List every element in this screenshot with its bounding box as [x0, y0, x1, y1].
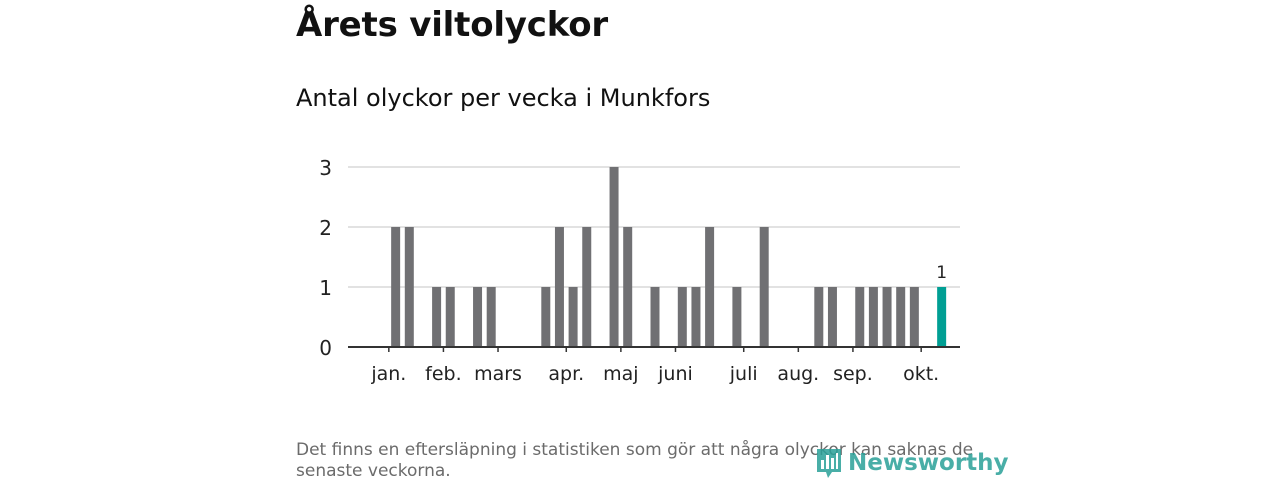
- bar: [814, 287, 824, 347]
- bar: [868, 287, 878, 347]
- bars: [391, 167, 947, 347]
- bar: [705, 227, 715, 347]
- gridlines: [348, 166, 960, 288]
- newsworthy-logo[interactable]: Newsworthy: [814, 446, 1009, 480]
- bar: [486, 287, 496, 347]
- data-label: 1: [936, 263, 947, 283]
- newsworthy-logo-icon: [817, 449, 841, 478]
- bar: [473, 287, 483, 347]
- y-tick-label: 0: [319, 336, 332, 360]
- bar: [882, 287, 892, 347]
- x-tick-label: jan.: [370, 363, 406, 385]
- bar: [445, 287, 455, 347]
- bar: [623, 227, 633, 347]
- bar: [691, 287, 701, 347]
- x-tick-label: feb.: [425, 363, 461, 385]
- x-tick-label: apr.: [548, 363, 584, 385]
- bar: [827, 287, 837, 347]
- bar: [582, 227, 592, 347]
- bar: [650, 287, 660, 347]
- bar: [568, 287, 578, 347]
- bar-chart: 0 1 2 3 1 jan. feb. mars apr. maj juni juli aug. sep.…: [319, 156, 960, 385]
- bar: [855, 287, 865, 347]
- x-tick-label: juni: [657, 363, 693, 385]
- y-tick-label: 2: [319, 216, 332, 240]
- logo-text: Newsworthy: [848, 450, 1009, 476]
- bar: [541, 287, 551, 347]
- x-tick-label: okt.: [903, 363, 939, 385]
- axes: [348, 346, 960, 352]
- labels: 0 1 2 3 1 jan. feb. mars apr. maj juni juli aug. sep.…: [319, 156, 947, 385]
- bar-highlight: [937, 287, 947, 347]
- bar: [677, 287, 687, 347]
- bar: [554, 227, 564, 347]
- bar: [909, 287, 919, 347]
- bar: [896, 287, 906, 347]
- x-tick-label: aug.: [777, 363, 819, 385]
- footnote: Det finns en eftersläpning i statistiken…: [296, 440, 974, 480]
- bar: [759, 227, 769, 347]
- bar: [732, 287, 742, 347]
- chart-subtitle: Antal olyckor per vecka i Munkfors: [296, 84, 711, 112]
- bar: [391, 227, 401, 347]
- page-title: Årets viltolyckor: [296, 5, 608, 45]
- bar: [432, 287, 442, 347]
- bar: [404, 227, 414, 347]
- x-tick-label: maj: [603, 363, 638, 385]
- y-tick-label: 3: [319, 156, 332, 180]
- x-tick-label: sep.: [833, 363, 873, 385]
- bar: [609, 167, 619, 347]
- y-tick-label: 1: [319, 276, 332, 300]
- x-tick-label: mars: [474, 363, 522, 385]
- x-tick-label: juli: [729, 363, 758, 385]
